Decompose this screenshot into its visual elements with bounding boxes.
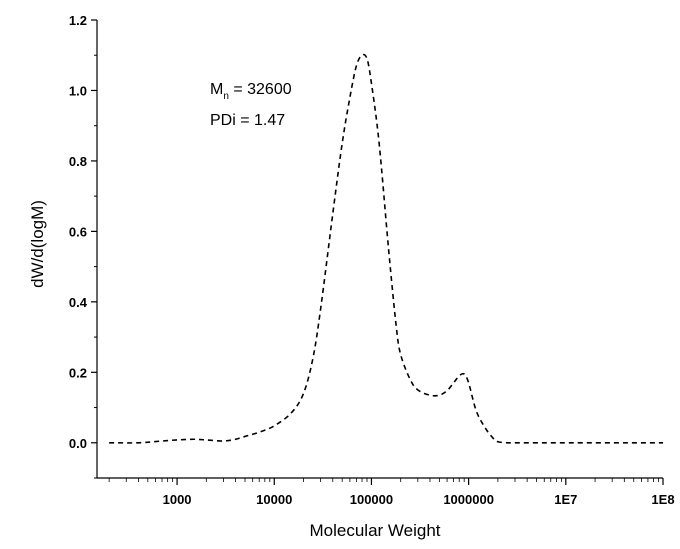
mn-value: = 32600 [229, 81, 292, 98]
y-tick-label: 1.0 [69, 83, 87, 98]
x-tick-label: 1000 [163, 492, 192, 507]
series-line [109, 53, 663, 444]
x-tick-label: 1000000 [443, 492, 494, 507]
x-axis-ticks: 1000 10000 100000 1000000 1E7 1E8 [108, 478, 675, 507]
mn-annotation: Mn = 32600 [210, 81, 292, 102]
x-tick-label: 1E7 [554, 492, 577, 507]
annotation: Mn = 32600 PDi = 1.47 [210, 81, 292, 129]
y-tick-label: 0.8 [69, 154, 87, 169]
y-tick-label: 0.0 [69, 436, 87, 451]
y-tick-label: 0.6 [69, 224, 87, 239]
mn-subscript: n [223, 91, 229, 102]
plot-frame [96, 20, 663, 479]
pdi-annotation: PDi = 1.47 [210, 112, 285, 129]
x-tick-label: 10000 [256, 492, 292, 507]
series-group [109, 53, 663, 444]
y-tick-label: 0.4 [69, 295, 88, 310]
y-tick-label: 0.2 [69, 365, 87, 380]
x-axis-title: Molecular Weight [309, 521, 440, 540]
y-axis-title: dW/d(logM) [28, 200, 47, 288]
y-axis-ticks: 0.0 0.2 0.4 0.6 0.8 1.0 1.2 [69, 13, 97, 479]
x-tick-label: 100000 [350, 492, 393, 507]
x-tick-label: 1E8 [651, 492, 674, 507]
y-tick-label: 1.2 [69, 13, 87, 28]
mn-symbol: M [210, 81, 223, 98]
